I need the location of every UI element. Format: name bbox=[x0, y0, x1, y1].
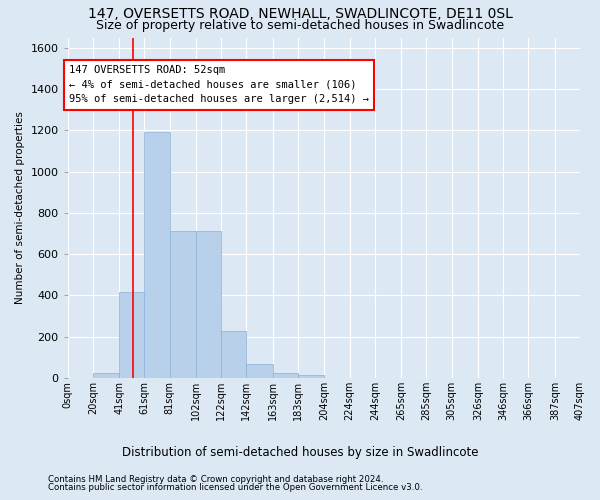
Text: 147, OVERSETTS ROAD, NEWHALL, SWADLINCOTE, DE11 0SL: 147, OVERSETTS ROAD, NEWHALL, SWADLINCOT… bbox=[88, 8, 512, 22]
Text: Contains HM Land Registry data © Crown copyright and database right 2024.: Contains HM Land Registry data © Crown c… bbox=[48, 475, 383, 484]
Y-axis label: Number of semi-detached properties: Number of semi-detached properties bbox=[15, 111, 25, 304]
Bar bbox=[221, 332, 247, 378]
Bar bbox=[170, 232, 196, 378]
Bar bbox=[145, 132, 170, 378]
Bar bbox=[273, 372, 298, 378]
Bar bbox=[196, 232, 221, 378]
Bar bbox=[298, 375, 325, 378]
Bar bbox=[119, 292, 145, 378]
Text: Distribution of semi-detached houses by size in Swadlincote: Distribution of semi-detached houses by … bbox=[122, 446, 478, 459]
Bar bbox=[247, 364, 273, 378]
Text: 147 OVERSETTS ROAD: 52sqm
← 4% of semi-detached houses are smaller (106)
95% of : 147 OVERSETTS ROAD: 52sqm ← 4% of semi-d… bbox=[69, 64, 369, 104]
Bar bbox=[93, 372, 119, 378]
Text: Contains public sector information licensed under the Open Government Licence v3: Contains public sector information licen… bbox=[48, 483, 422, 492]
Text: Size of property relative to semi-detached houses in Swadlincote: Size of property relative to semi-detach… bbox=[96, 18, 504, 32]
